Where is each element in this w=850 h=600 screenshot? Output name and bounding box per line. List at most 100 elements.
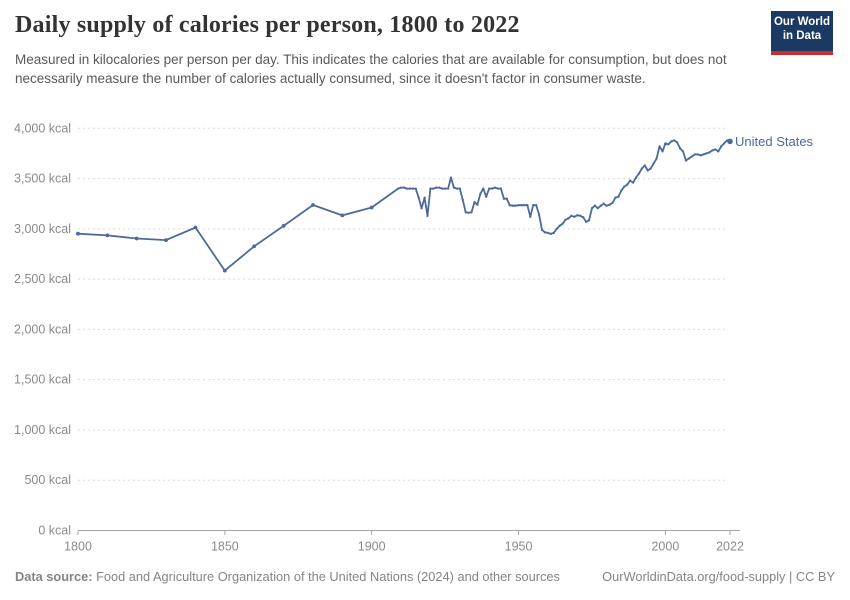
y-tick-label: 2,000 kcal [14,322,71,336]
data-point [470,211,473,214]
data-point [473,201,476,204]
data-point [485,195,488,198]
data-point [555,227,558,231]
x-tick-label: 2022 [716,540,744,554]
y-tick-label: 1,500 kcal [14,373,71,387]
data-point [702,153,705,156]
data-point [543,231,547,234]
data-point [567,217,570,220]
data-point [722,142,726,145]
data-point [134,236,139,241]
data-point [488,187,491,190]
data-point [631,181,635,184]
data-point [687,157,691,160]
data-point [526,204,529,207]
data-point [634,176,638,179]
data-point [637,172,641,175]
data-point [455,187,459,190]
data-point [596,207,599,210]
data-point [429,187,432,190]
data-point [727,138,733,145]
data-point [502,197,506,200]
owid-logo-line2: in Data [782,29,822,42]
owid-logo[interactable]: Our World in Data [771,11,833,55]
data-point [446,187,450,190]
y-tick-label: 3,000 kcal [14,222,71,236]
data-point [673,139,676,142]
x-tick-label: 2000 [651,540,679,554]
data-source: Data source: Food and Agriculture Organi… [15,569,560,584]
data-point [717,150,720,153]
data-point [432,187,435,190]
y-tick-label: 0 kcal [38,524,71,538]
data-point [396,187,400,190]
data-point [76,231,80,236]
data-point [252,244,257,249]
y-tick-label: 500 kcal [24,473,71,487]
data-point [479,192,482,195]
data-point [438,186,441,189]
data-point [423,196,426,199]
data-point [602,202,605,205]
data-point [458,187,461,190]
data-point [449,176,453,179]
data-point [523,204,526,207]
data-point [435,186,438,189]
data-point [584,220,588,223]
data-point [414,187,417,190]
data-point [411,187,414,190]
data-point [705,152,708,155]
data-point [222,268,227,273]
data-point [508,204,511,207]
data-point [452,186,456,189]
data-point [664,142,667,145]
data-point [558,224,561,227]
data-point [605,204,608,207]
data-point [626,183,629,186]
data-point [590,207,594,210]
x-tick-label: 1900 [358,540,386,554]
owid-logo-line1: Our World [773,16,830,28]
data-point [608,203,611,206]
data-point [281,224,286,228]
data-point [461,198,464,201]
data-point [699,154,702,157]
data-point [690,155,693,158]
data-point [311,203,315,207]
data-point [582,216,585,219]
data-point [520,204,523,207]
y-tick-label: 3,500 kcal [14,172,71,186]
data-point [476,203,479,206]
chart-title: Daily supply of calories per person, 180… [15,12,520,38]
data-point [564,218,567,221]
data-point [655,157,658,160]
data-point [105,233,110,238]
data-point [684,159,688,162]
x-tick-label: 1800 [64,540,92,554]
data-point [714,148,717,151]
data-point [693,153,696,156]
chart-footer: Data source: Food and Agriculture Organi… [15,569,835,584]
series-end-label: United States [735,134,814,149]
data-point [420,207,423,210]
data-point [599,204,602,207]
data-point [646,169,649,172]
data-point [482,187,485,190]
data-point [441,187,444,190]
data-point [614,196,617,199]
data-point [579,214,582,217]
x-tick-label: 1950 [505,540,533,554]
data-point [505,197,508,200]
data-point [652,162,655,165]
data-line [77,139,731,272]
data-point [593,204,597,207]
data-point [426,214,429,217]
y-tick-label: 2,500 kcal [14,272,71,286]
data-point [405,187,409,190]
footer-link[interactable]: OurWorldinData.org/food-supply | CC BY [602,569,835,584]
data-point [587,219,591,222]
data-point [620,189,623,192]
data-point [464,211,467,214]
data-point [561,222,564,225]
